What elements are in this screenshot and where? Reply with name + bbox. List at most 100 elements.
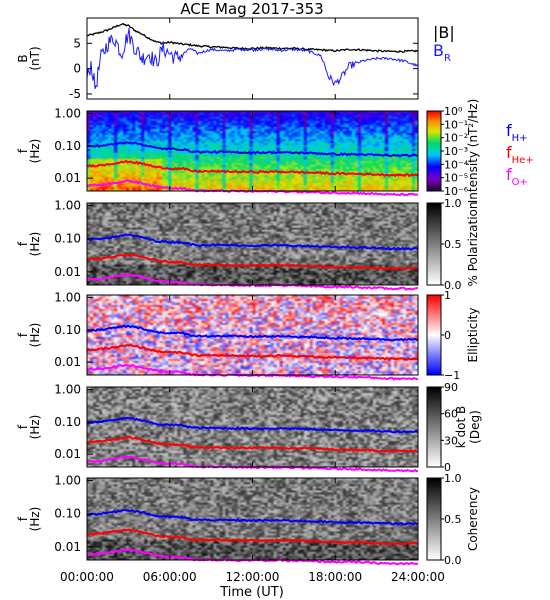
colorbar-tick-label: 10⁻⁵ bbox=[444, 172, 468, 185]
y-tick-label: 0.01 bbox=[54, 540, 81, 554]
y-axis-label: (Hz) bbox=[28, 139, 42, 164]
colorbar-tick-label: 10⁻² bbox=[444, 132, 468, 145]
y-axis-label: (Hz) bbox=[28, 415, 42, 440]
panel-coherency: 1.0 0.5 0.0 Coherency 1.00 0.10 0.01 f(Hz) bbox=[16, 472, 480, 567]
y-tick-label: 0.10 bbox=[54, 232, 81, 246]
series-line-b-r bbox=[86, 28, 419, 90]
spectrogram-image bbox=[87, 203, 418, 285]
y-tick-label: 0.10 bbox=[54, 139, 81, 153]
y-axis-label: f bbox=[16, 148, 30, 153]
chart-title: ACE Mag 2017-353 bbox=[180, 0, 323, 18]
x-tick-label: 18:00:00 bbox=[308, 570, 362, 584]
y-tick-label: 1.00 bbox=[54, 107, 81, 121]
panel-kdotb: 90 60 30 0k dot B (Deg) 1.00 0.10 0.01 f(Hz) bbox=[16, 381, 482, 474]
colorbar-tick-label: 0.0 bbox=[444, 279, 462, 292]
colorbar-image bbox=[427, 478, 441, 560]
series-line-b-total bbox=[86, 22, 419, 53]
gyro-line-f-h bbox=[86, 141, 419, 158]
colorbar-image bbox=[427, 111, 441, 191]
colorbar-tick-label: 90 bbox=[444, 381, 458, 394]
gyro-line-f-h bbox=[86, 324, 419, 342]
colorbar-tick-label: 0.5 bbox=[444, 238, 462, 251]
y-tick-label: 1.00 bbox=[54, 383, 81, 397]
colorbar-tick-label: 0.0 bbox=[444, 554, 462, 567]
colorbar-label: % Polarization bbox=[466, 202, 480, 287]
colorbar-label-2: (Deg) bbox=[468, 410, 482, 444]
y-tick-label: 1.00 bbox=[54, 474, 81, 488]
y-axis-label: (Hz) bbox=[28, 507, 42, 532]
y-axis-label: f bbox=[16, 332, 30, 337]
legend-1: BR bbox=[433, 41, 451, 64]
panel-ellipticity: 1 0 −1 Ellipticity 1.00 0.10 0.01 f(Hz) bbox=[16, 289, 480, 382]
panel-polarization: 1.0 0.5 0.0 % Polarization 1.00 0.10 0.01 f(Hz) bbox=[16, 197, 480, 292]
legend-He+: fHe+ bbox=[506, 143, 534, 166]
y-tick-label: 0.01 bbox=[54, 447, 81, 461]
y-tick-label: 0.01 bbox=[54, 171, 81, 185]
y-tick-label: 0.10 bbox=[54, 415, 81, 429]
y-tick-label: -5 bbox=[69, 87, 81, 101]
colorbar-tick-label: 30 bbox=[444, 434, 458, 447]
colorbar-tick-label: 0 bbox=[444, 461, 451, 474]
x-tick-label: 12:00:00 bbox=[226, 570, 280, 584]
gyro-line-f-h bbox=[86, 233, 419, 251]
gyro-line-f-o bbox=[87, 179, 419, 197]
y-tick-label: 0.10 bbox=[54, 507, 81, 521]
y-tick-label: 0.01 bbox=[54, 265, 81, 279]
y-axis-label: (Hz) bbox=[28, 323, 42, 348]
colorbar-tick-label: 10⁻⁶ bbox=[444, 185, 469, 198]
legend-O+: fO+ bbox=[506, 165, 528, 188]
colorbar-tick-label: 10⁰ bbox=[444, 105, 463, 118]
y-axis-label: (nT) bbox=[28, 46, 42, 70]
panel-frame bbox=[86, 17, 419, 100]
gyro-line-f-h bbox=[87, 508, 419, 526]
x-axis-label: Time (UT) bbox=[219, 585, 284, 600]
gyro-line-f-he bbox=[86, 435, 419, 453]
colorbar-tick-label: 1.0 bbox=[444, 197, 462, 210]
y-axis-label: f bbox=[16, 516, 30, 521]
colorbar-tick-label: 0 bbox=[444, 329, 451, 342]
colorbar-label: Intensity (nT²/Hz) bbox=[466, 99, 480, 204]
colorbar-tick-label: 10⁻⁴ bbox=[444, 158, 469, 171]
gyro-line-f-he bbox=[86, 159, 419, 178]
spectrogram-image bbox=[87, 478, 418, 560]
spectrogram-image bbox=[87, 111, 418, 191]
spectrogram-image bbox=[87, 295, 418, 375]
y-tick-label: 0 bbox=[73, 62, 81, 76]
colorbar-image bbox=[427, 295, 441, 375]
y-tick-label: 5 bbox=[73, 36, 81, 50]
legend-0: |B| bbox=[433, 23, 455, 42]
gyro-line-f-he bbox=[87, 528, 419, 546]
gyro-line-f-he bbox=[86, 344, 419, 361]
colorbar-tick-label: 10⁻³ bbox=[444, 145, 468, 158]
x-axis: Time (UT) 00:00:00 06:00:00 12:00:00 18:00:… bbox=[60, 570, 445, 600]
x-tick-label: 24:00:00 bbox=[391, 570, 445, 584]
colorbar-label: Ellipticity bbox=[466, 308, 480, 363]
panels: |B|BR 5 0 -5 B(nT) 10⁰10⁻¹10⁻²10⁻³10⁻⁴10⁻⁵10⁻… bbox=[16, 17, 534, 567]
legend-H+: fH+ bbox=[506, 121, 528, 144]
y-axis-label: (Hz) bbox=[28, 232, 42, 257]
colorbar-image bbox=[427, 203, 441, 285]
x-tick-label: 06:00:00 bbox=[143, 570, 197, 584]
y-axis-label: f bbox=[16, 424, 30, 429]
y-tick-label: 1.00 bbox=[54, 291, 81, 305]
colorbar-tick-label: 60 bbox=[444, 408, 458, 421]
y-tick-label: 0.10 bbox=[54, 323, 81, 337]
colorbar-frame bbox=[426, 386, 442, 468]
x-tick-label: 00:00:00 bbox=[60, 570, 114, 584]
y-axis-label: B bbox=[16, 54, 30, 62]
colorbar-image bbox=[427, 387, 441, 467]
y-tick-label: 1.00 bbox=[54, 199, 81, 213]
gyro-line-f-h bbox=[86, 416, 419, 434]
colorbar-tick-label: −1 bbox=[444, 369, 460, 382]
panel-field: |B|BR 5 0 -5 B(nT) bbox=[16, 17, 455, 101]
colorbar-tick-label: 1.0 bbox=[444, 472, 462, 485]
colorbar-tick-label: 1 bbox=[444, 289, 451, 302]
y-axis-label: f bbox=[16, 241, 30, 246]
colorbar-label: Coherency bbox=[466, 487, 480, 551]
y-tick-label: 0.01 bbox=[54, 355, 81, 369]
gyro-line-f-he bbox=[86, 253, 419, 271]
spectrogram-image bbox=[87, 387, 418, 467]
colorbar-tick-label: 0.5 bbox=[444, 513, 462, 526]
